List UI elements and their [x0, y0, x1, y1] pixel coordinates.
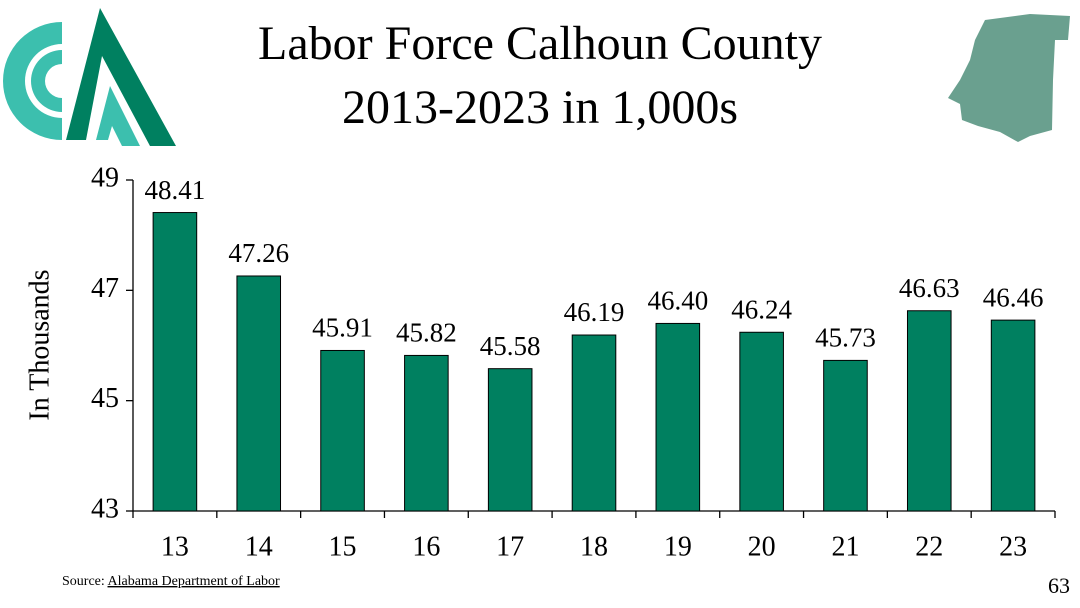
bar: [487, 368, 533, 512]
data-label: 46.63: [899, 273, 960, 303]
county-map: [948, 14, 1070, 142]
y-tick-label: 49: [91, 162, 119, 193]
bar: [739, 331, 784, 512]
x-tick-label: 18: [580, 531, 608, 562]
bar: [236, 275, 282, 512]
bar: [404, 354, 449, 512]
bar: [823, 359, 868, 512]
chart-title: 2013-2023 in 1,000s: [342, 81, 738, 134]
page-number: 63: [1048, 573, 1070, 598]
x-tick-label: 17: [496, 531, 524, 562]
x-tick-label: 23: [999, 531, 1027, 562]
data-label: 48.41: [145, 175, 206, 205]
source-link[interactable]: Alabama Department of Labor: [108, 574, 281, 589]
x-tick-label: 14: [245, 531, 273, 562]
data-label: 46.19: [564, 297, 625, 327]
data-label: 45.82: [396, 318, 457, 348]
data-label: 46.40: [647, 286, 708, 316]
bar: [571, 334, 617, 512]
x-tick-label: 13: [161, 531, 189, 562]
y-tick-label: 43: [91, 493, 119, 524]
x-tick-label: 16: [412, 531, 440, 562]
data-label: 46.46: [983, 282, 1044, 312]
x-tick-label: 19: [664, 531, 692, 562]
x-tick-label: 20: [748, 531, 776, 562]
bar: [320, 349, 365, 512]
data-label: 45.58: [480, 331, 541, 361]
bar: [906, 310, 952, 512]
y-tick-label: 45: [91, 383, 119, 414]
y-axis-label: In Thousands: [24, 269, 55, 420]
data-label: 47.26: [228, 238, 289, 268]
x-tick-label: 21: [831, 531, 859, 562]
bar: [990, 319, 1036, 512]
y-tick-label: 47: [91, 273, 119, 304]
data-label: 46.24: [731, 294, 792, 324]
data-label: 45.91: [312, 313, 373, 343]
data-label: 45.73: [815, 323, 876, 353]
source-prefix: Source:: [62, 574, 105, 589]
x-tick-label: 22: [915, 531, 943, 562]
source: Source: Alabama Department of Labor: [62, 574, 280, 589]
logo: [3, 8, 176, 146]
bar: [655, 322, 701, 512]
x-tick-label: 15: [329, 531, 357, 562]
chart-title: Labor Force Calhoun County: [258, 17, 822, 70]
bar: [152, 212, 198, 512]
